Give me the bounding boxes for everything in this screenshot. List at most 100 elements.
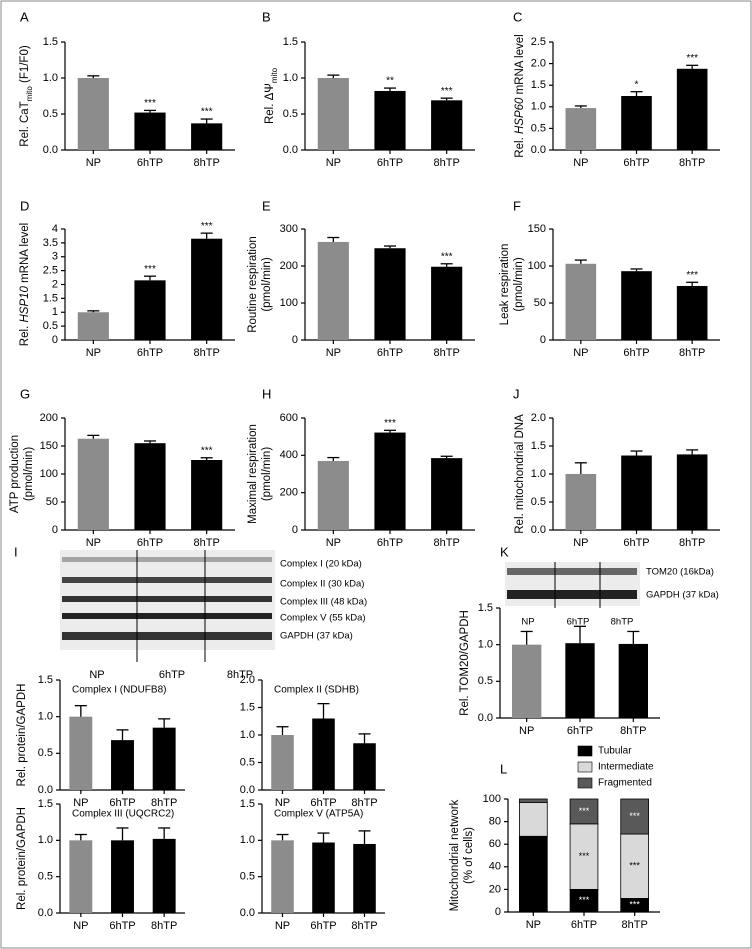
y-tick-label: 2.0 [240,674,255,686]
y-axis-label: (pmol/min) [23,447,35,501]
bar [565,643,595,718]
error-bar [384,245,396,249]
y-tick-label: 1.5 [283,36,298,48]
bar [312,842,335,913]
subplot-title: Complex I (NDUFB8) [72,685,166,696]
error-bar [574,462,587,474]
bar [621,455,652,530]
x-tick-label: 8hTP [151,920,177,932]
error-bar [327,236,340,242]
y-tick-label: 0 [52,524,58,536]
panel-letter: H [262,386,271,401]
error-bar [74,833,87,841]
x-tick-label: 6hTP [310,797,336,809]
x-tick-label: 8hTP [194,537,220,549]
y-axis-label-text: Rel. mitochondrial DNA [514,414,526,534]
y-axis-label-text: mRNA level [19,223,31,286]
x-tick-label: 6hTP [377,157,403,169]
blot-I: I Complex I (20 kDa) Complex II (30 kDa)… [14,544,367,680]
bar-segment [620,798,650,835]
bar [431,266,463,340]
x-tick-label: 8hTP [151,797,177,809]
blot-band [507,568,637,575]
error-bar [327,74,340,78]
panel-letter: C [513,9,522,24]
error-bar [440,263,453,267]
significance-label: *** [629,900,640,910]
x-tick-label: 6hTP [623,537,649,549]
x-tick-label: NP [519,725,534,737]
x-tick-label: 8hTP [622,919,648,931]
y-axis-label: ATP production [9,435,21,513]
bar [676,285,708,340]
lane-label: 8hTP [227,669,253,681]
y-axis-label-text: Rel. TOM20/GAPDH [459,610,471,716]
significance-label: * [635,79,639,90]
x-tick-label: 6hTP [377,537,403,549]
bar-segment [569,798,599,825]
error-bar [276,833,289,841]
x-tick-label: NP [326,157,341,169]
x-tick-label: 6hTP [109,797,135,809]
blot-label: TOM20 (16kDa) [646,567,714,578]
bar [565,108,597,150]
panel-letter: F [513,198,521,213]
y-tick-label: 3.5 [43,237,58,249]
y-tick-label: 300 [280,223,298,235]
y-axis-label: Maximal respiration [247,424,259,524]
y-tick-label: 2.5 [531,36,546,48]
y-axis-label: Rel. TOM20/GAPDH [459,610,471,716]
y-axis-label-text: Rel. ΔΨ [264,83,276,124]
y-tick-label: 80 [489,816,501,828]
bar [134,443,166,530]
bar [271,840,294,913]
bar [152,838,176,913]
significance-label: *** [201,221,213,232]
error-bar [158,718,171,728]
error-bar [116,827,129,841]
bar [191,123,223,150]
bar-segment [519,835,548,913]
legend-swatch [577,777,593,789]
y-axis-label: Routine respiration [247,236,259,333]
bar [565,474,597,530]
y-tick-label: 0.0 [38,907,53,919]
y-tick-label: 0.5 [531,122,546,134]
error-bar [74,705,87,717]
x-tick-label: NP [275,920,290,932]
x-tick-label: NP [73,920,88,932]
y-tick-label: 2.5 [43,265,58,277]
bar [431,100,463,150]
y-axis-label: Rel. ΔΨmito [264,67,279,124]
y-axis-label-text: Rel. [19,323,31,347]
y-tick-label: 1.0 [478,639,493,651]
bar [431,458,463,530]
y-tick-label: 0.0 [43,144,58,156]
bar [134,112,166,150]
significance-label: ** [386,76,394,87]
panel-letter: J [513,386,520,401]
bar [191,460,223,530]
y-tick-label: 50 [46,496,58,508]
error-bar [574,259,587,264]
y-tick-label: 0.5 [531,496,546,508]
bar [77,438,109,530]
x-tick-label: 8hTP [194,347,220,359]
bar-segment [620,833,650,899]
bar [152,727,176,790]
y-tick-label: 0.5 [240,871,255,883]
y-tick-label: 0.5 [43,108,58,120]
x-tick-label: 6hTP [109,920,135,932]
panel-letter: B [262,9,271,24]
error-bar [627,630,640,644]
bar [676,454,708,530]
y-tick-label: 0 [52,334,58,346]
y-tick-label: 1.0 [531,101,546,113]
x-tick-label: 6hTP [310,920,336,932]
error-bar [87,434,100,439]
y-tick-label: 40 [489,861,501,873]
y-tick-label: 0.5 [240,756,255,768]
x-tick-label: NP [86,537,101,549]
bar [621,271,652,340]
x-tick-label: 8hTP [434,157,460,169]
